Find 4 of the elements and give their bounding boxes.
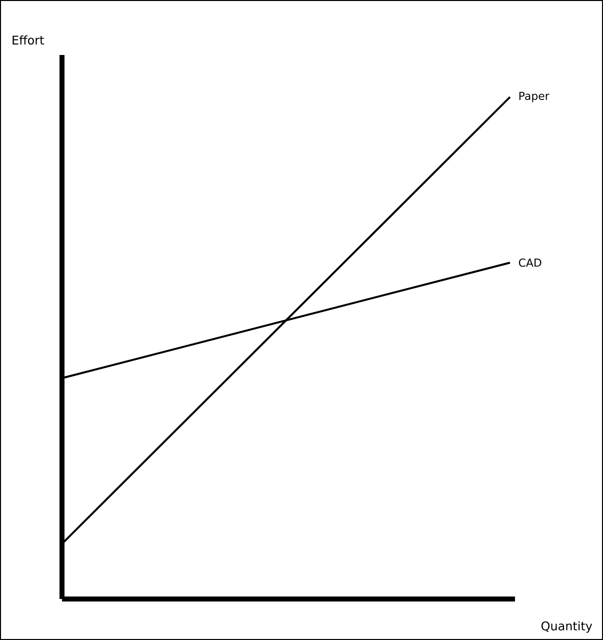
series-label: Paper xyxy=(519,92,550,102)
series-label: CAD xyxy=(518,258,542,267)
y-axis-title: Effort xyxy=(12,35,44,45)
x-axis-title: Quantity xyxy=(541,621,592,633)
